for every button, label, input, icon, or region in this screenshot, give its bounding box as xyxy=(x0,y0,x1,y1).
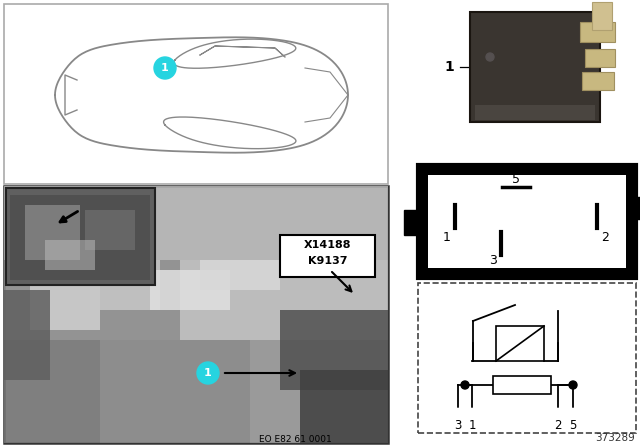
Text: 3: 3 xyxy=(454,418,461,431)
Bar xyxy=(45,240,95,270)
Text: X14188: X14188 xyxy=(304,240,352,250)
Bar xyxy=(100,340,250,443)
Text: 2: 2 xyxy=(554,418,562,431)
Bar xyxy=(30,270,100,330)
Text: 1: 1 xyxy=(204,368,212,378)
Bar xyxy=(428,175,626,268)
Bar xyxy=(585,49,615,67)
Bar xyxy=(4,186,388,443)
Ellipse shape xyxy=(486,53,494,61)
Bar xyxy=(90,260,160,310)
Bar xyxy=(10,195,150,280)
Text: EO E82 61 0001: EO E82 61 0001 xyxy=(259,435,332,444)
Bar xyxy=(25,205,80,260)
Bar xyxy=(404,210,420,235)
Circle shape xyxy=(554,409,563,418)
Circle shape xyxy=(568,409,577,418)
Text: 1: 1 xyxy=(161,63,169,73)
Bar xyxy=(475,105,595,120)
Bar xyxy=(418,283,636,433)
Bar xyxy=(200,260,280,290)
Bar xyxy=(493,376,551,394)
Bar xyxy=(634,197,640,219)
Circle shape xyxy=(569,381,577,389)
Bar xyxy=(180,260,388,340)
Bar xyxy=(582,72,614,90)
Text: 1: 1 xyxy=(468,418,476,431)
Bar xyxy=(6,188,155,285)
Bar xyxy=(150,270,230,310)
Bar xyxy=(250,340,388,443)
Circle shape xyxy=(461,381,469,389)
Bar xyxy=(280,310,388,390)
Bar xyxy=(4,290,50,380)
Bar xyxy=(418,165,636,278)
Bar xyxy=(470,12,600,122)
Bar xyxy=(4,4,388,184)
Circle shape xyxy=(197,362,219,384)
Bar xyxy=(4,260,180,340)
Bar xyxy=(85,210,135,250)
Bar xyxy=(496,326,544,361)
Text: 5: 5 xyxy=(570,418,577,431)
Bar xyxy=(592,2,612,30)
Text: 1: 1 xyxy=(444,60,454,74)
Bar xyxy=(300,370,388,443)
Circle shape xyxy=(454,409,463,418)
Text: 3: 3 xyxy=(489,254,497,267)
Text: 5: 5 xyxy=(512,172,520,185)
Bar xyxy=(4,186,388,260)
Circle shape xyxy=(154,57,176,79)
Text: 1: 1 xyxy=(443,231,451,244)
Bar xyxy=(280,235,375,277)
Bar xyxy=(580,22,615,42)
Text: K9137: K9137 xyxy=(308,256,348,266)
Bar xyxy=(420,4,636,160)
Text: 2: 2 xyxy=(601,231,609,244)
Circle shape xyxy=(467,409,477,418)
Bar xyxy=(4,340,100,443)
Text: 373289: 373289 xyxy=(595,433,635,443)
